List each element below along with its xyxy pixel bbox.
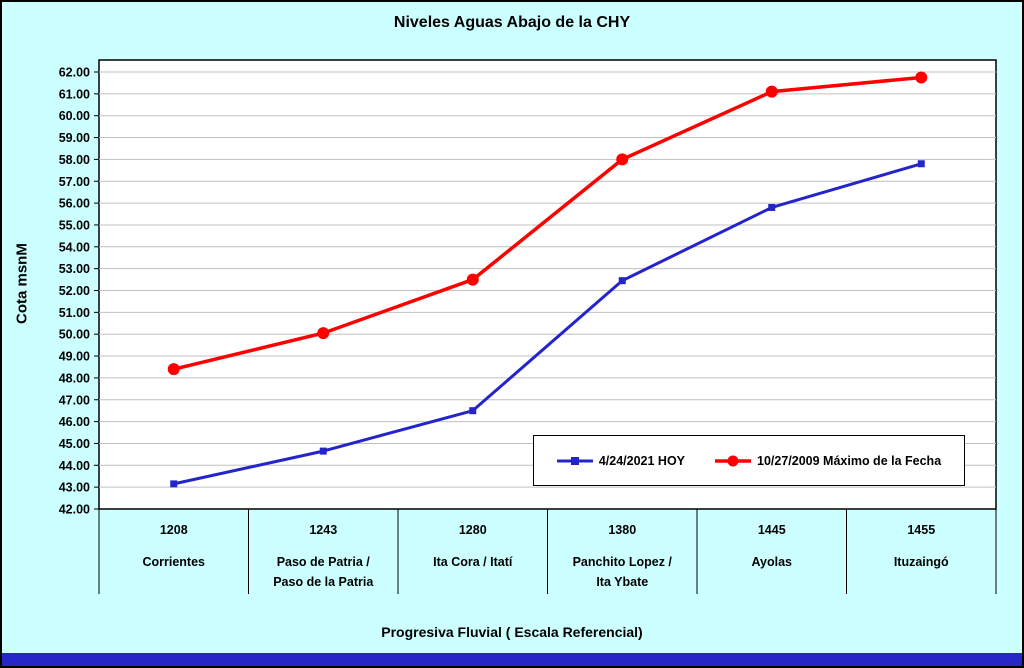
y-tick-label: 43.00 <box>59 481 90 495</box>
category-name: Paso de Patria / <box>277 555 371 569</box>
legend: 4/24/2021 HOY 10/27/2009 Máximo de la Fe… <box>533 435 965 486</box>
bottom-bar <box>2 653 1022 666</box>
data-marker-circle <box>765 85 778 98</box>
series-line-0 <box>173 162 922 486</box>
plot-area <box>98 59 997 510</box>
y-tick-label: 55.00 <box>59 218 90 232</box>
chart-title: Niveles Aguas Abajo de la CHY <box>393 14 631 31</box>
category-name: Ituzaingó <box>894 555 949 569</box>
y-tick-label: 42.00 <box>59 503 90 517</box>
y-tick-label: 56.00 <box>59 197 90 211</box>
y-tick-label: 60.00 <box>59 109 90 123</box>
data-marker-circle <box>317 327 330 340</box>
category-name: Ita Cora / Itatí <box>433 555 513 569</box>
category-progresiva: 1243 <box>309 523 337 537</box>
data-marker-square <box>319 447 327 455</box>
legend-label-hoy: 4/24/2021 HOY <box>598 453 686 468</box>
data-marker-circle <box>167 363 180 376</box>
data-marker-circle <box>616 153 629 166</box>
y-tick-label: 45.00 <box>59 437 90 451</box>
legend-item-maximo: 10/27/2009 Máximo de la Fecha <box>715 454 941 468</box>
category-name: Paso de la Patria <box>273 575 374 589</box>
category-name: Corrientes <box>142 555 205 569</box>
y-tick-label: 57.00 <box>59 175 90 189</box>
category-progresiva: 1208 <box>160 523 188 537</box>
category-progresiva: 1445 <box>758 523 786 537</box>
x-axis-title: Progresiva Fluvial ( Escala Referencial) <box>381 624 643 640</box>
y-tick-label: 50.00 <box>59 328 90 342</box>
category-name: Ayolas <box>751 555 792 569</box>
category-progresiva: 1455 <box>907 523 935 537</box>
y-tick-label: 46.00 <box>59 415 90 429</box>
category-progresiva: 1280 <box>459 523 487 537</box>
legend-square-series-icon <box>556 456 593 465</box>
legend-square-marker-icon <box>570 456 579 465</box>
data-marker-square <box>917 160 925 168</box>
y-tick-label: 44.00 <box>59 459 90 473</box>
series-line-1 <box>173 75 922 371</box>
data-marker-circle <box>466 273 479 286</box>
category-name: Panchito Lopez / <box>573 555 673 569</box>
y-tick-label: 61.00 <box>59 87 90 101</box>
y-tick-label: 58.00 <box>59 153 90 167</box>
legend-circle-series-icon <box>715 455 752 466</box>
data-marker-square <box>618 277 626 285</box>
y-tick-label: 51.00 <box>59 306 90 320</box>
data-marker-square <box>469 407 477 415</box>
y-tick-label: 52.00 <box>59 284 90 298</box>
y-tick-label: 49.00 <box>59 350 90 364</box>
y-tick-label: 48.00 <box>59 371 90 385</box>
legend-label-maximo: 10/27/2009 Máximo de la Fecha <box>757 453 942 468</box>
legend-item-hoy: 4/24/2021 HOY <box>556 453 686 468</box>
y-tick-label: 47.00 <box>59 393 90 407</box>
y-tick-label: 62.00 <box>59 66 90 80</box>
data-marker-square <box>768 203 776 211</box>
data-marker-circle <box>915 71 928 84</box>
category-name: Ita Ybate <box>596 575 648 589</box>
category-progresiva: 1380 <box>608 523 636 537</box>
legend-circle-marker-icon <box>727 455 739 466</box>
y-tick-label: 54.00 <box>59 240 90 254</box>
y-tick-label: 59.00 <box>59 131 90 145</box>
y-tick-label: 53.00 <box>59 262 90 276</box>
data-marker-square <box>170 480 178 488</box>
